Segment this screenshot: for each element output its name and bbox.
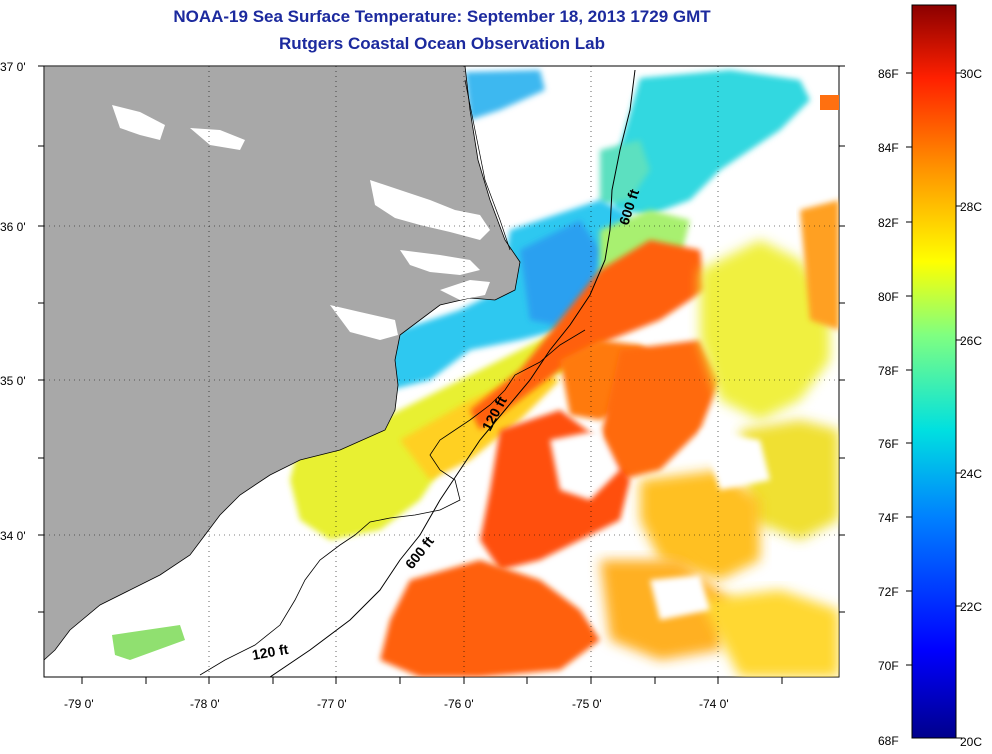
colorbar-c-label: 26C (960, 334, 982, 348)
contour-label-120ft: 120 ft (251, 641, 290, 663)
colorbar-ticks (906, 72, 962, 739)
lon-label: -79 0' (64, 697, 94, 711)
axis-ticks (38, 65, 845, 684)
map-subtitle: Rutgers Coastal Ocean Observation Lab (279, 34, 605, 53)
colorbar-c-label: 28C (960, 200, 982, 214)
colorbar (911, 4, 957, 739)
colorbar-f-label: 84F (878, 141, 899, 155)
contour-120-ft (199, 329, 586, 676)
colorbar-f-label: 82F (878, 216, 899, 230)
map-title: NOAA-19 Sea Surface Temperature: Septemb… (173, 7, 711, 26)
colorbar-f-label: 76F (878, 437, 899, 451)
lat-label: 36 0' (0, 220, 26, 234)
colorbar-c-label: 24C (960, 467, 982, 481)
colorbar-f-label: 78F (878, 364, 899, 378)
lat-label: 37 0' (0, 60, 26, 74)
colorbar-f-label: 74F (878, 511, 899, 525)
colorbar-f-label: 68F (878, 734, 899, 748)
lon-label: -76 0' (444, 697, 474, 711)
colorbar-c-label: 30C (960, 67, 982, 81)
lon-label: -77 0' (317, 697, 347, 711)
colorbar-f-label: 70F (878, 659, 899, 673)
lon-label: -75 0' (572, 697, 602, 711)
contour-600-ft (269, 69, 636, 677)
lat-label: 35 0' (0, 374, 26, 388)
colorbar-f-label: 72F (878, 585, 899, 599)
lat-label: 34 0' (0, 529, 26, 543)
inland-waters (112, 105, 490, 340)
colorbar-f-label: 80F (878, 290, 899, 304)
lon-label: -78 0' (190, 697, 220, 711)
lon-label: -74 0' (699, 697, 729, 711)
colorbar-c-label: 20C (960, 735, 982, 749)
colorbar-c-label: 22C (960, 600, 982, 614)
colorbar-f-label: 86F (878, 67, 899, 81)
map-grid (44, 66, 839, 677)
sst-field (112, 70, 839, 677)
